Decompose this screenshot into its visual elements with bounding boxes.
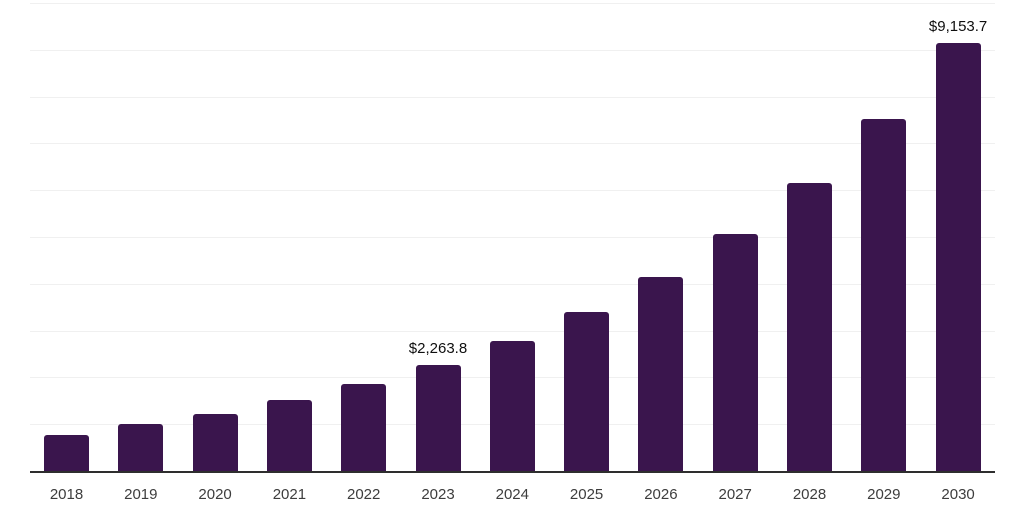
gridline — [30, 190, 995, 191]
bar-2030 — [935, 42, 981, 471]
bar-2021 — [266, 399, 312, 471]
x-tick-label-2020: 2020 — [198, 486, 232, 503]
gridline — [30, 143, 995, 144]
bar-2029 — [861, 119, 907, 471]
bar-2018 — [44, 434, 89, 471]
x-tick-label-2027: 2027 — [718, 486, 752, 503]
bar-2022 — [341, 384, 387, 471]
data-label-2023: $2,263.8 — [408, 340, 468, 358]
x-axis-line — [30, 471, 995, 473]
x-tick-label-2030: 2030 — [941, 486, 975, 503]
x-tick-label-2029: 2029 — [867, 486, 901, 503]
x-tick-label-2019: 2019 — [124, 486, 158, 503]
x-tick-label-2026: 2026 — [644, 486, 678, 503]
gridline — [30, 331, 995, 332]
x-tick-label-2022: 2022 — [347, 486, 381, 503]
gridline — [30, 3, 995, 4]
bar-2026 — [638, 277, 684, 471]
data-label-2030: $9,153.7 — [928, 17, 988, 35]
x-tick-label-2024: 2024 — [495, 486, 529, 503]
bar-2025 — [564, 311, 610, 471]
gridline — [30, 237, 995, 238]
x-tick-label-2023: 2023 — [421, 486, 455, 503]
x-tick-label-2028: 2028 — [792, 486, 827, 503]
x-tick-label-2018: 2018 — [49, 486, 84, 503]
gridline — [30, 97, 995, 98]
bar-2024 — [489, 340, 535, 471]
bar-2020 — [192, 413, 238, 471]
gridline — [30, 50, 995, 51]
bar-2019 — [118, 424, 164, 471]
bar-2023 — [415, 365, 461, 471]
x-tick-label-2025: 2025 — [569, 486, 604, 503]
bar-2027 — [712, 234, 758, 471]
x-tick-label-2021: 2021 — [272, 486, 307, 503]
bar-2028 — [787, 182, 832, 471]
gridline — [30, 284, 995, 285]
